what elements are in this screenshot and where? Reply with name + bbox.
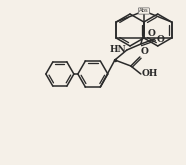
Text: Abs: Abs [139,9,149,14]
Text: O: O [148,29,156,37]
Text: OH: OH [142,69,158,79]
Text: HN: HN [109,46,126,54]
Text: O: O [141,47,149,56]
Text: O: O [157,34,165,44]
